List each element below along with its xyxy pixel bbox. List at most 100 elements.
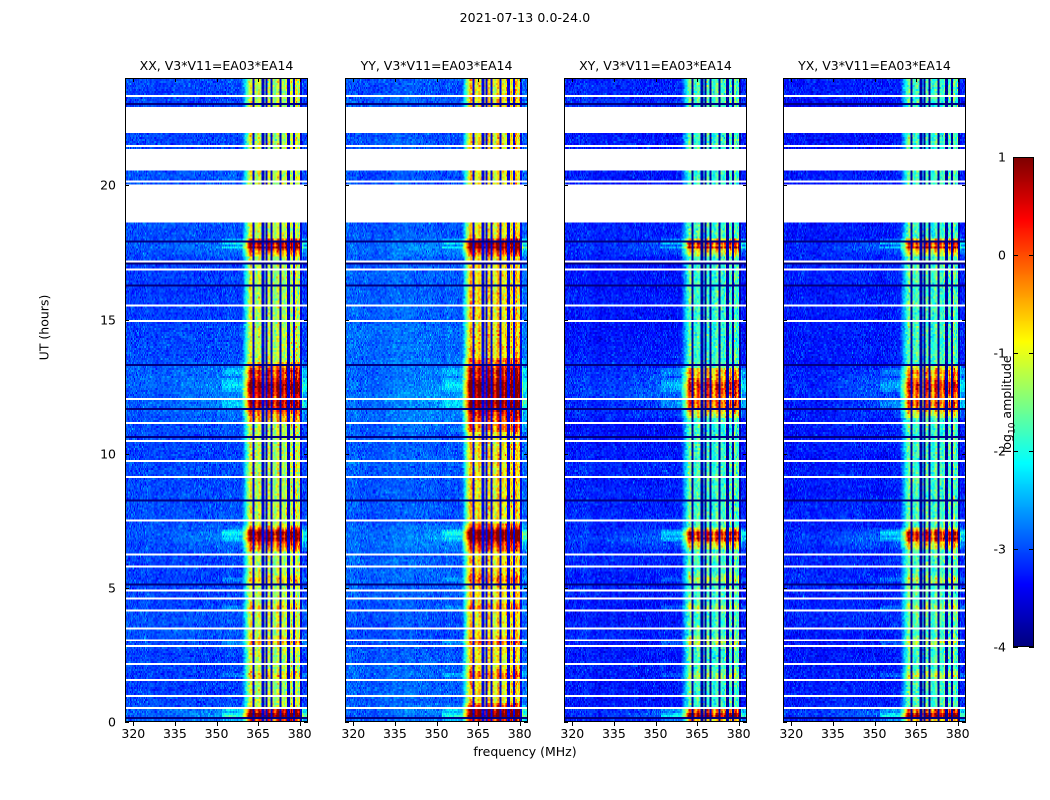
panel-title-xx: XX, V3*V11=EA03*EA14 [139, 58, 294, 73]
x-axis-ticklabel: 320 [341, 726, 366, 741]
y-axis-tick [125, 185, 129, 186]
x-axis-tick [572, 722, 573, 726]
colorbar-tick [1013, 549, 1018, 550]
x-axis-ticklabel: 320 [560, 726, 585, 741]
y-axis-tick [345, 320, 349, 321]
x-axis-tick-top [133, 78, 134, 82]
y-axis-tick [783, 185, 787, 186]
colorbar-ticklabel: 1 [998, 149, 1006, 165]
x-axis-tick-top [520, 78, 521, 82]
colorbar-tick [1029, 353, 1034, 354]
x-axis-tick-top [833, 78, 834, 82]
colorbar-tick [1013, 353, 1018, 354]
x-axis-tick [133, 722, 134, 726]
colorbar-tick [1029, 255, 1034, 256]
y-axis-tick-right [524, 454, 528, 455]
x-axis-ticklabel: 380 [945, 726, 970, 741]
x-axis-ticklabels-xx: 320 335 350 365 380 [121, 726, 311, 744]
x-axis-tick [875, 722, 876, 726]
x-axis-tick-top [572, 78, 573, 82]
y-axis-tick-right [743, 320, 747, 321]
colorbar-label-tail: amplitude [998, 355, 1014, 423]
x-axis-ticklabel: 380 [287, 726, 312, 741]
x-axis-tick [300, 722, 301, 726]
y-axis-tick-right [524, 185, 528, 186]
y-axis-ticklabel: 0 [108, 714, 116, 730]
colorbar [1013, 157, 1034, 647]
y-axis-tick-right [304, 185, 308, 186]
x-axis-ticklabels-xy: 320 335 350 365 380 [560, 726, 750, 744]
y-axis-tick-right [524, 588, 528, 589]
x-axis-ticklabels-yx: 320 335 350 365 380 [779, 726, 969, 744]
y-axis-tick-right [304, 320, 308, 321]
colorbar-ticklabel: 0 [998, 247, 1006, 263]
x-axis-ticklabel: 335 [601, 726, 626, 741]
x-axis-tick-top [437, 78, 438, 82]
colorbar-tick [1029, 451, 1034, 452]
y-axis-tick [564, 454, 568, 455]
x-axis-tick [916, 722, 917, 726]
y-axis-ticklabel: 15 [100, 312, 116, 327]
waterfall-panel-xy[interactable] [564, 78, 747, 722]
x-axis-tick [656, 722, 657, 726]
y-axis-tick-right [304, 588, 308, 589]
y-axis-tick-right [962, 320, 966, 321]
colorbar-tick [1013, 157, 1018, 158]
y-axis-tick [783, 454, 787, 455]
waterfall-image-yy [346, 79, 527, 721]
x-axis-tick-top [697, 78, 698, 82]
x-axis-tick-top [958, 78, 959, 82]
y-axis-tick-right [743, 588, 747, 589]
x-axis-tick-top [614, 78, 615, 82]
colorbar-tick [1029, 647, 1034, 648]
colorbar-ticklabel: -1 [993, 345, 1006, 361]
x-axis-ticklabel: 365 [466, 726, 491, 741]
figure-suptitle: 2021-07-13 0.0-24.0 [459, 10, 591, 25]
panel-title-yy: YY, V3*V11=EA03*EA14 [360, 58, 513, 73]
x-axis-ticklabel: 350 [643, 726, 668, 741]
y-axis-tick-right [743, 722, 747, 723]
y-axis-ticklabel: 10 [100, 446, 116, 462]
y-axis-tick [345, 722, 349, 723]
x-axis-ticklabel: 350 [862, 726, 887, 741]
x-axis-ticklabel: 320 [121, 726, 146, 741]
y-axis-tick [345, 588, 349, 589]
y-axis-tick-right [962, 185, 966, 186]
x-axis-tick-top [791, 78, 792, 82]
y-axis-tick-right [743, 185, 747, 186]
y-axis-tick-right [962, 454, 966, 455]
colorbar-ticklabel: -4 [993, 639, 1006, 655]
x-axis-tick-top [175, 78, 176, 82]
waterfall-panel-yx[interactable] [783, 78, 966, 722]
x-axis-label: frequency (MHz) [473, 744, 577, 759]
x-axis-tick [958, 722, 959, 726]
y-axis-tick [564, 320, 568, 321]
waterfall-image-xx [126, 79, 307, 721]
x-axis-tick [697, 722, 698, 726]
x-axis-ticklabel: 350 [204, 726, 229, 741]
x-axis-tick-top [217, 78, 218, 82]
x-axis-tick-top [656, 78, 657, 82]
y-axis-label: UT (hours) [36, 294, 52, 361]
colorbar-label-sub: 10 [1007, 422, 1018, 435]
colorbar-ticklabel: -3 [993, 541, 1006, 557]
y-axis-tick-right [962, 722, 966, 723]
x-axis-tick-top [739, 78, 740, 82]
panel-title-xy: XY, V3*V11=EA03*EA14 [579, 58, 732, 73]
y-axis-ticklabel: 20 [100, 177, 116, 193]
x-axis-ticklabels-yy: 320 335 350 365 380 [341, 726, 531, 744]
x-axis-ticklabel: 380 [507, 726, 532, 741]
x-axis-tick [395, 722, 396, 726]
y-axis-tick-right [962, 588, 966, 589]
x-axis-tick-top [916, 78, 917, 82]
waterfall-panel-yy[interactable] [345, 78, 528, 722]
waterfall-panel-xx[interactable] [125, 78, 308, 722]
colorbar-gradient [1014, 158, 1033, 646]
y-axis-tick [125, 454, 129, 455]
x-axis-ticklabel: 365 [246, 726, 271, 741]
x-axis-tick-top [395, 78, 396, 82]
x-axis-ticklabel: 335 [382, 726, 407, 741]
x-axis-ticklabel: 365 [685, 726, 710, 741]
x-axis-ticklabel: 380 [726, 726, 751, 741]
